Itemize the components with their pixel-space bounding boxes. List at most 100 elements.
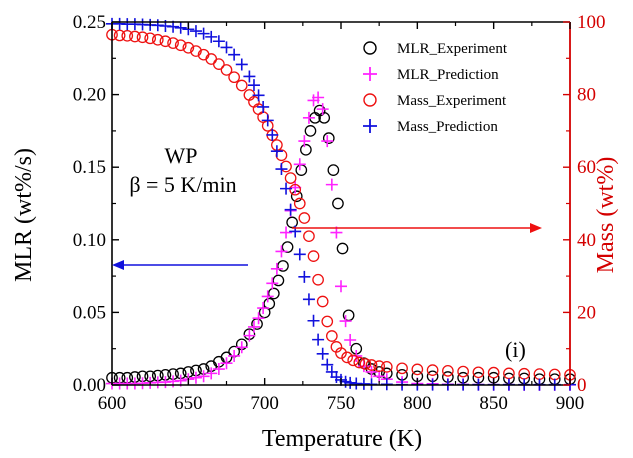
data-point: [336, 242, 349, 255]
data-point: [252, 312, 265, 325]
data-point: [341, 351, 353, 364]
data-point: [144, 32, 157, 45]
data-point: [190, 45, 202, 57]
legend-label: MLR_Experiment: [397, 41, 508, 57]
data-point: [235, 58, 248, 71]
data-point: [335, 280, 347, 293]
data-point: [197, 370, 210, 383]
data-point: [266, 128, 279, 141]
data-point: [277, 260, 289, 272]
data-point: [312, 273, 324, 286]
data-point: [284, 203, 297, 216]
y-tick-label: 0.00: [73, 375, 106, 396]
data-point: [263, 297, 276, 310]
data-point: [322, 132, 335, 145]
data-point: [182, 41, 195, 54]
data-point: [302, 111, 315, 124]
x-tick-label: 650: [174, 393, 203, 414]
data-point: [325, 330, 338, 342]
data-point: [365, 365, 378, 378]
data-point: [113, 29, 126, 42]
data-point: [280, 182, 293, 195]
data-point: [365, 359, 378, 371]
x-tick-label: 700: [250, 393, 279, 414]
data-point: [335, 347, 347, 359]
data-point: [332, 197, 344, 210]
y-tick-label: 0.10: [73, 230, 106, 251]
data-point: [298, 135, 311, 148]
data-point: [325, 178, 338, 191]
data-point: [457, 365, 469, 378]
data-point: [318, 111, 331, 124]
panel-label: (i): [505, 337, 526, 362]
x-tick-label: 850: [479, 393, 508, 414]
y-tick-label: 0.20: [73, 85, 106, 106]
legend-label: Mass_Experiment: [397, 93, 507, 109]
data-point: [307, 314, 320, 327]
legend-item-mlr-prediction: MLR_Prediction: [363, 67, 499, 83]
data-point: [373, 360, 386, 372]
heating-rate-annotation: β = 5 K/min: [129, 172, 236, 197]
y2-tick-label: 80: [577, 85, 596, 106]
series-mass-experiment: [106, 28, 576, 381]
data-point: [321, 135, 334, 148]
legend-item-mlr-experiment: MLR_Experiment: [363, 41, 508, 57]
data-point: [235, 341, 248, 354]
y2-tick-label: 40: [577, 230, 596, 251]
data-point: [293, 158, 306, 171]
data-point: [284, 172, 297, 184]
data-point: [261, 114, 274, 127]
data-point: [280, 160, 292, 173]
x-tick-label: 800: [403, 393, 432, 414]
x-axis-title: Temperature (K): [262, 426, 422, 452]
data-point: [257, 302, 270, 315]
data-point: [275, 245, 288, 258]
data-point: [228, 349, 241, 362]
data-point: [212, 35, 225, 48]
data-point: [316, 347, 329, 360]
data-point: [327, 164, 340, 176]
axis-ticks: 600 650 700 750 800 850 9000.000.050.100.150.2…: [73, 12, 606, 414]
data-point: [290, 190, 303, 203]
legend-label: Mass_Prediction: [397, 119, 498, 135]
data-point: [189, 25, 202, 38]
data-point: [205, 367, 218, 380]
x-tick-label: 900: [556, 393, 585, 414]
data-point: [281, 241, 294, 253]
data-point: [295, 164, 308, 176]
y2-axis-title: Mass (wt%): [593, 157, 619, 274]
data-point: [312, 91, 325, 104]
y2-tick-label: 0: [577, 375, 587, 396]
data-point: [220, 357, 233, 370]
data-point: [293, 197, 306, 210]
data-point: [442, 364, 454, 377]
data-point: [228, 48, 241, 61]
data-point: [220, 64, 233, 76]
y2-tick-label: 100: [577, 12, 606, 33]
data-point: [129, 30, 141, 43]
data-point: [344, 333, 357, 346]
data-point: [270, 262, 283, 275]
data-point: [121, 29, 134, 42]
data-point: [205, 53, 218, 65]
x-tick-label: 750: [327, 393, 356, 414]
data-point: [205, 30, 218, 43]
data-point: [396, 362, 408, 375]
data-point: [275, 163, 288, 176]
data-point: [300, 143, 312, 156]
data-point: [472, 366, 485, 379]
data-point: [220, 41, 233, 54]
data-point: [243, 70, 256, 83]
data-point: [426, 364, 439, 376]
data-point: [261, 290, 274, 303]
data-point: [197, 27, 210, 40]
data-point: [266, 277, 279, 290]
data-point: [373, 370, 386, 383]
data-point: [503, 367, 515, 380]
data-point: [212, 363, 225, 376]
data-point: [303, 230, 315, 243]
data-point: [189, 371, 202, 384]
y-axis-title: MLR (wt%/s): [11, 148, 37, 282]
plot-marks: [106, 17, 576, 391]
data-point: [359, 358, 372, 370]
